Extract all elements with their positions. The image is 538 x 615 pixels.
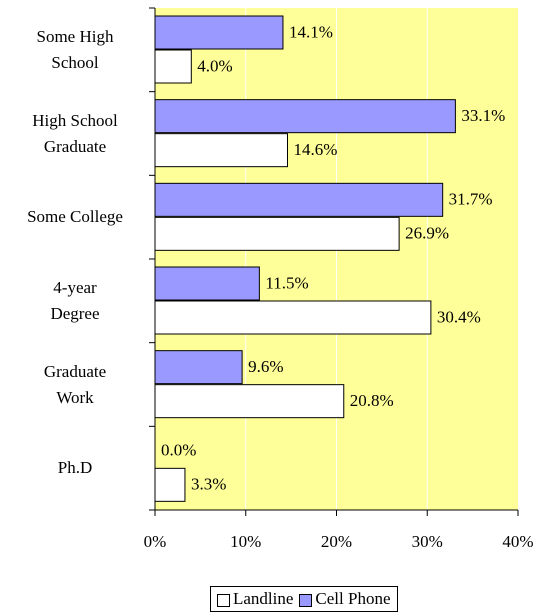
value-label: 33.1% <box>461 106 505 125</box>
legend-label: Landline <box>233 589 294 608</box>
bar <box>154 384 345 419</box>
bar <box>154 266 260 301</box>
x-tick-label: 20% <box>321 532 352 551</box>
x-tick-label: 40% <box>502 532 533 551</box>
bar <box>154 467 186 502</box>
value-label: 11.5% <box>265 273 308 292</box>
bar <box>154 300 432 335</box>
value-label: 26.9% <box>405 224 449 243</box>
x-tick-label: 0% <box>144 532 167 551</box>
bar <box>154 133 288 168</box>
value-label: 4.0% <box>197 56 232 75</box>
value-label: 30.4% <box>437 307 481 326</box>
legend-swatch <box>299 593 313 607</box>
bar <box>154 216 400 251</box>
category-label: Some College <box>27 207 123 227</box>
value-label: 9.6% <box>248 357 283 376</box>
value-label: 31.7% <box>449 190 493 209</box>
value-label: 0.0% <box>161 441 196 460</box>
category-label: Graduate Work <box>43 361 107 407</box>
legend-item: Landline <box>217 589 293 609</box>
category-label: High School Graduate <box>32 110 118 156</box>
legend-swatch <box>217 593 230 607</box>
bar <box>154 99 456 134</box>
bar <box>154 350 243 385</box>
legend: Landline Cell Phone <box>210 586 398 612</box>
legend-item: Cell Phone <box>299 589 391 609</box>
value-label: 14.6% <box>293 140 337 159</box>
category-label: Ph.D <box>57 458 93 478</box>
bar <box>154 49 192 84</box>
value-label: 3.3% <box>191 475 226 494</box>
value-label: 14.1% <box>289 22 333 41</box>
category-label: 4-year Degree <box>50 277 100 323</box>
x-tick-label: 30% <box>412 532 443 551</box>
value-label: 20.8% <box>350 391 394 410</box>
category-label: Some High School <box>36 26 114 72</box>
bar <box>154 15 284 50</box>
x-tick-label: 10% <box>230 532 261 551</box>
legend-label: Cell Phone <box>315 589 391 608</box>
bar <box>154 182 444 217</box>
